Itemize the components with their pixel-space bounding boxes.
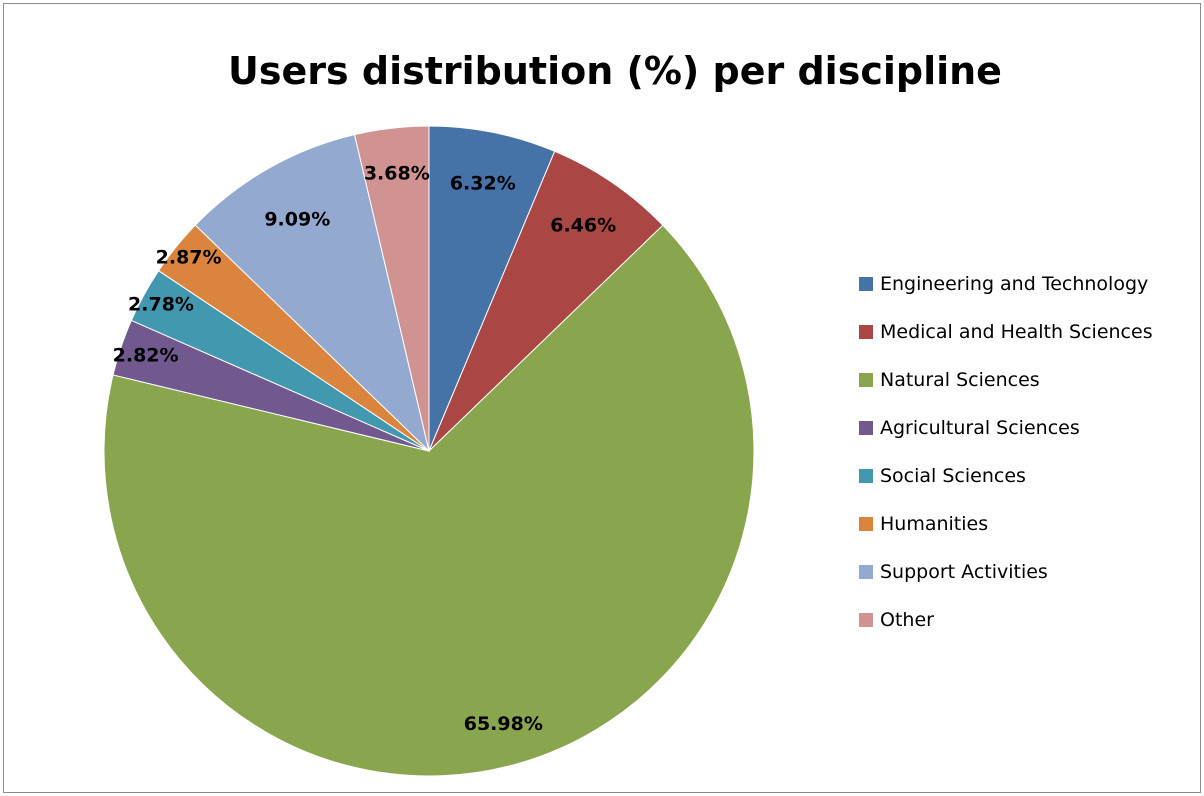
pie-slice-natural-sciences xyxy=(103,224,755,777)
legend-label-social-sciences: Social Sciences xyxy=(880,465,1026,487)
legend-swatch-natural-sciences xyxy=(859,373,873,387)
legend-label-engineering-and-technology: Engineering and Technology xyxy=(880,273,1148,295)
pie-slices xyxy=(103,125,755,777)
legend-label-medical-and-health-sciences: Medical and Health Sciences xyxy=(880,321,1153,343)
data-label-humanities: 2.87% xyxy=(156,246,222,268)
pie-slice-support-activities xyxy=(194,134,430,453)
data-label-engineering-and-technology: 6.32% xyxy=(450,172,516,194)
chart-title: Users distribution (%) per discipline xyxy=(228,49,1002,93)
chart-legend: Engineering and Technology Medical and He… xyxy=(859,273,1153,631)
data-labels: 6.32% 6.46% 65.98% 2.82% 2.78% 2.87% 9.09% 3.68… xyxy=(113,162,617,734)
legend-swatch-humanities xyxy=(859,517,873,531)
data-label-natural-sciences: 65.98% xyxy=(464,713,543,735)
data-label-medical-and-health-sciences: 6.46% xyxy=(550,215,616,237)
legend-swatch-social-sciences xyxy=(859,469,873,483)
data-label-support-activities: 9.09% xyxy=(264,208,330,230)
legend-swatch-other xyxy=(859,613,873,627)
legend-label-natural-sciences: Natural Sciences xyxy=(880,369,1040,391)
pie-slice-other xyxy=(353,125,430,452)
legend-label-humanities: Humanities xyxy=(880,513,988,535)
data-label-agricultural-sciences: 2.82% xyxy=(113,345,179,367)
pie-slice-engineering-and-technology xyxy=(428,125,556,452)
legend-label-support-activities: Support Activities xyxy=(880,561,1048,583)
data-label-other: 3.68% xyxy=(364,162,430,184)
legend-swatch-agricultural-sciences xyxy=(859,421,873,435)
legend-label-agricultural-sciences: Agricultural Sciences xyxy=(880,417,1080,439)
legend-swatch-medical-and-health-sciences xyxy=(859,325,873,339)
legend-swatch-engineering-and-technology xyxy=(859,277,873,291)
pie-slice-medical-and-health-sciences xyxy=(428,150,664,452)
legend-label-other: Other xyxy=(880,609,934,631)
legend-swatch-support-activities xyxy=(859,565,873,579)
data-label-social-sciences: 2.78% xyxy=(128,293,194,315)
